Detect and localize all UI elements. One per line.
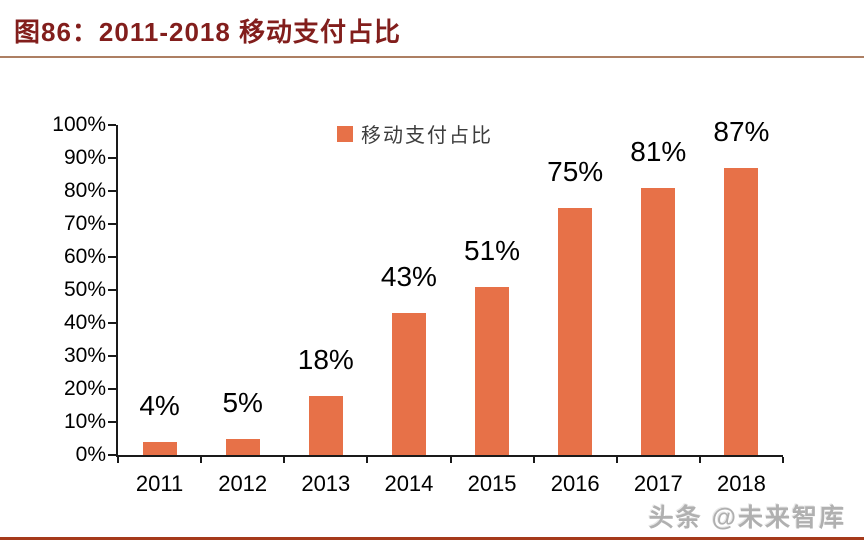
x-axis-category-label: 2015	[467, 471, 517, 496]
x-axis-tick	[200, 457, 203, 463]
y-axis-tick-label: 20%	[63, 377, 106, 400]
bar-value-label: 75%	[547, 155, 604, 187]
x-axis-tick	[532, 457, 535, 463]
bar-chart-plot-area: 移动支付占比 4% 2011 5% 2012 18% 2013 43% 2014 51% 2015…	[108, 117, 784, 496]
bar-2013	[308, 395, 343, 455]
y-axis-tick	[108, 223, 116, 225]
legend-swatch-icon	[337, 125, 353, 142]
y-axis-tick-label: 40%	[63, 311, 106, 334]
bar-value-label: 87%	[713, 115, 770, 147]
bar-2018	[724, 167, 759, 455]
bar-2011	[142, 441, 177, 455]
x-axis-category-label: 2013	[301, 471, 351, 496]
y-axis-tick-label: 50%	[63, 278, 106, 301]
bar-2012	[225, 438, 260, 455]
y-axis-labels: 0% 10% 20% 30% 40% 50% 60% 70% 80% 90% 100%	[30, 113, 106, 466]
x-axis-category-label: 2016	[550, 471, 600, 496]
figure-title: 图86：2011-2018 移动支付占比	[14, 17, 402, 47]
x-axis-category-label: 2011	[135, 471, 184, 496]
x-axis-tick	[366, 457, 369, 463]
legend-series-label: 移动支付占比	[361, 125, 493, 147]
y-axis-tick-label: 70%	[63, 212, 106, 235]
y-axis-tick	[108, 355, 116, 357]
y-axis-tick	[108, 454, 116, 456]
bar-value-label: 43%	[380, 261, 437, 293]
x-axis-tick	[782, 457, 784, 463]
bar-value-label: 51%	[464, 234, 521, 266]
bar-value-label: 18%	[297, 343, 354, 375]
x-axis-category-label: 2012	[218, 471, 268, 496]
x-axis-tick	[615, 457, 618, 463]
y-axis-line	[116, 125, 118, 457]
y-axis-tick-label: 30%	[63, 344, 106, 367]
bar-value-label: 81%	[630, 135, 687, 167]
y-axis-tick	[108, 421, 116, 423]
x-axis-category-label: 2018	[716, 471, 766, 496]
x-axis-tick	[698, 457, 701, 463]
y-axis-tick-label: 90%	[63, 146, 106, 169]
bar-2016	[558, 207, 593, 455]
y-axis-tick	[108, 190, 116, 192]
watermark-text: 头条 @未来智库	[648, 504, 846, 532]
page-bottom-rule	[0, 537, 864, 540]
bar-2014	[391, 313, 426, 455]
y-axis-tick	[108, 256, 116, 258]
x-axis-category-label: 2017	[633, 471, 683, 496]
x-axis-tick	[117, 457, 119, 463]
x-axis-category-label: 2014	[384, 471, 434, 496]
bar-value-label: 4%	[139, 389, 180, 421]
y-axis-tick	[108, 322, 116, 324]
title-divider-line	[0, 56, 864, 58]
x-axis-tick	[283, 457, 286, 463]
y-axis-tick	[108, 124, 116, 126]
y-axis-tick	[108, 157, 116, 159]
y-axis-tick	[108, 388, 116, 390]
x-axis-tick	[449, 457, 452, 463]
bar-value-label: 5%	[222, 386, 263, 418]
y-axis-tick	[108, 289, 116, 291]
bar-2017	[641, 187, 676, 455]
chart-legend: 移动支付占比	[337, 119, 493, 148]
x-axis-line	[116, 455, 783, 457]
y-axis-tick-label: 10%	[63, 410, 106, 433]
y-axis-tick-label: 80%	[63, 179, 106, 202]
y-axis-tick-label: 0%	[75, 443, 106, 466]
bar-2015	[475, 286, 510, 455]
y-axis-tick-label: 100%	[52, 113, 106, 136]
y-axis-tick-label: 60%	[63, 245, 106, 268]
